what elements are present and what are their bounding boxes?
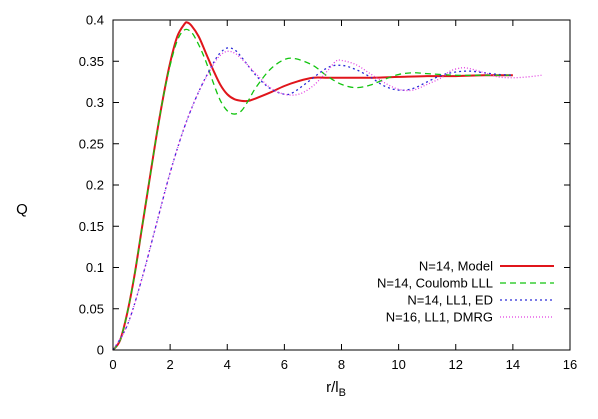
x-tick-label: 2 xyxy=(167,357,174,372)
axis-ticks: 0 2 4 6 8 10 12 14 16 0 0.05 0.1 0.15 0.2 0.25 0.3 0.35 0… xyxy=(79,13,578,373)
x-tick-label: 14 xyxy=(506,357,520,372)
series-lines xyxy=(112,21,542,351)
y-tick-label: 0.05 xyxy=(79,301,104,316)
legend-label-ll1-ed: N=14, LL1, ED xyxy=(407,293,493,308)
y-tick-label: 0.3 xyxy=(86,95,104,110)
y-axis-label: Q xyxy=(16,201,28,218)
y-tick-label: 0.2 xyxy=(86,178,104,193)
x-tick-label: 16 xyxy=(563,357,577,372)
x-tick-label: 4 xyxy=(224,357,231,372)
legend: N=14, Model N=14, Coulomb LLL N=14, LL1, E… xyxy=(377,259,554,325)
y-tick-label: 0 xyxy=(97,343,104,358)
y-tick-label: 0.15 xyxy=(79,219,104,234)
series-line-ll1-ed xyxy=(112,47,513,351)
x-tick-label: 12 xyxy=(449,357,463,372)
y-tick-label: 0.4 xyxy=(86,13,104,28)
x-axis-label-main: r/l xyxy=(326,379,339,396)
y-tick-label: 0.1 xyxy=(86,260,104,275)
legend-label-model: N=14, Model xyxy=(419,259,493,274)
x-axis-label-subscript: B xyxy=(339,387,346,399)
x-axis-label: r/lB xyxy=(326,379,346,399)
x-tick-label: 6 xyxy=(281,357,288,372)
x-tick-label: 8 xyxy=(338,357,345,372)
series-line-coulomb-lll xyxy=(112,28,513,351)
legend-label-ll1-dmrg: N=16, LL1, DMRG xyxy=(386,310,493,325)
x-tick-label: 10 xyxy=(391,357,405,372)
legend-label-coulomb-lll: N=14, Coulomb LLL xyxy=(377,276,493,291)
y-tick-label: 0.35 xyxy=(79,54,104,69)
y-tick-label: 0.25 xyxy=(79,136,104,151)
x-tick-label: 0 xyxy=(109,357,116,372)
